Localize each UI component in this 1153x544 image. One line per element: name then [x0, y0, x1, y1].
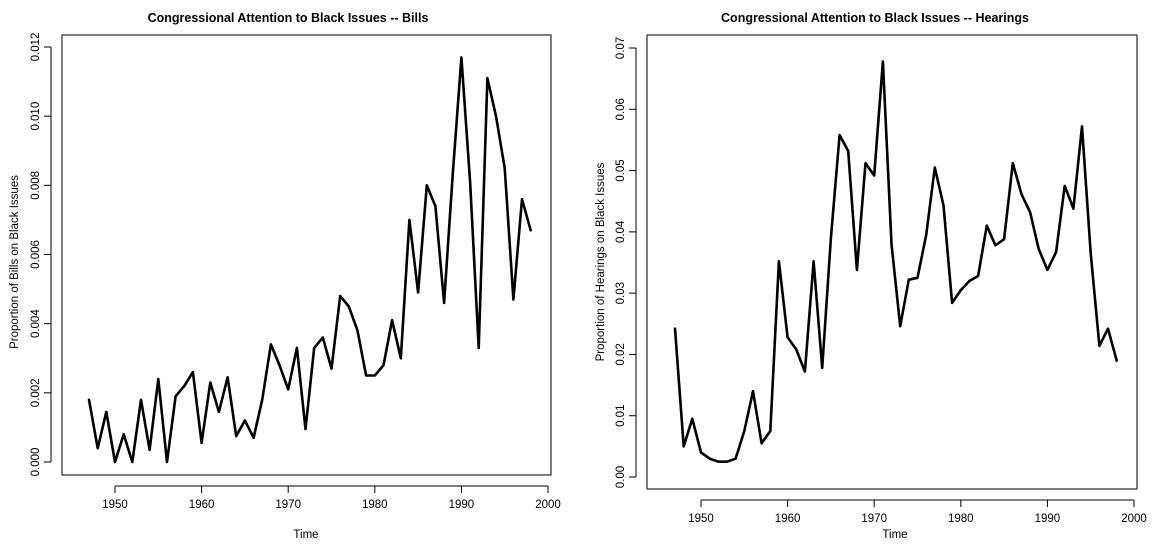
y-tick-label: 0.07 [615, 37, 627, 59]
series-group [673, 60, 1119, 464]
chart-title: Congressional Attention to Black Issues … [721, 11, 1029, 25]
x-tick-label: 1980 [362, 499, 388, 511]
y-tick-label: 0.002 [30, 378, 42, 407]
y-tick-label: 0.004 [30, 309, 42, 338]
y-tick-label: 0.02 [615, 343, 627, 365]
x-tick-label: 1950 [688, 513, 714, 525]
x-axis-label: Time [882, 529, 907, 541]
x-axis-label: Time [293, 529, 318, 541]
x-tick-label: 1950 [102, 499, 128, 511]
series-group [87, 56, 533, 464]
y-tick-label: 0.01 [615, 405, 627, 427]
x-tick-label: 2000 [535, 499, 561, 511]
y-tick-label: 0.00 [615, 466, 627, 488]
y-tick-label: 0.008 [30, 171, 42, 200]
series-line [87, 56, 533, 464]
plot-frame [61, 34, 552, 476]
y-tick-label: 0.03 [615, 282, 627, 304]
x-tick-label: 1980 [948, 513, 974, 525]
x-tick-label: 1970 [275, 499, 301, 511]
y-tick-label: 0.04 [615, 220, 627, 243]
y-tick-label: 0.006 [30, 240, 42, 269]
y-tick-label: 0.010 [30, 102, 42, 131]
hearings-chart: Congressional Attention to Black Issues … [577, 0, 1153, 544]
hearings-chart-svg: Congressional Attention to Black Issues … [595, 11, 1147, 541]
y-tick-label: 0.000 [30, 448, 42, 477]
x-tick-label: 1960 [189, 499, 215, 511]
plot-frame [646, 34, 1138, 490]
series-line [673, 60, 1119, 464]
bills-chart: Congressional Attention to Black Issues … [0, 0, 576, 544]
y-tick-label: 0.06 [615, 98, 627, 120]
y-tick-label: 0.05 [615, 159, 627, 181]
y-axis-label: Proportion of Bills on Black Issues [9, 175, 21, 349]
x-tick-label: 1990 [1035, 513, 1061, 525]
y-axis-label: Proportion of Hearings on Black Issues [595, 162, 607, 361]
chart-title: Congressional Attention to Black Issues … [148, 11, 429, 25]
x-tick-label: 2000 [1121, 513, 1147, 525]
axes: 1950 1960 1970 1980 1990 2000 0.00 0.01 0.02 0.03… [615, 34, 1147, 525]
bills-chart-svg: Congressional Attention to Black Issues … [9, 11, 561, 541]
x-tick-label: 1960 [775, 513, 801, 525]
x-tick-label: 1970 [861, 513, 887, 525]
x-tick-label: 1990 [449, 499, 475, 511]
axes: 1950 1960 1970 1980 1990 2000 0.000 0.002 0.004 0… [30, 33, 561, 511]
y-tick-label: 0.012 [30, 33, 42, 62]
